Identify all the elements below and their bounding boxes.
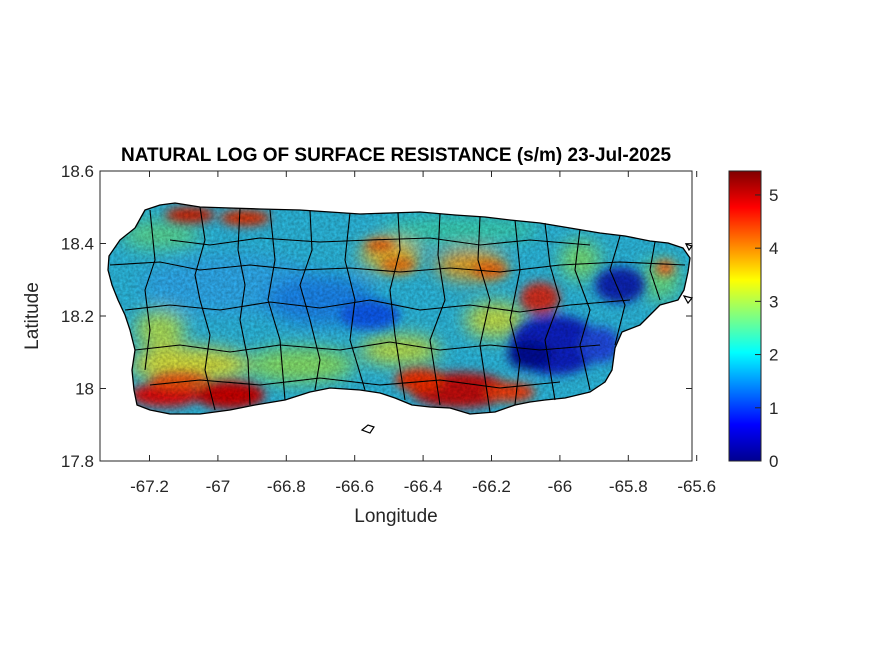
- y-tick-label: 17.8: [61, 452, 94, 471]
- colorbar: [728, 170, 762, 462]
- colorbar-ticks: 0 1 2 3 4 5: [755, 186, 778, 471]
- x-tick-label: -66.8: [267, 477, 306, 496]
- x-tick-label: -67: [206, 477, 231, 496]
- y-tick-label: 18.4: [61, 235, 94, 254]
- x-tick-label: -66.4: [404, 477, 443, 496]
- municipality-boundaries: [109, 206, 686, 413]
- colorbar-tick-label: 2: [769, 346, 778, 365]
- eastern-cays: [682, 242, 694, 305]
- x-tick-label: -67.2: [130, 477, 169, 496]
- x-tick-label: -65.6: [677, 477, 716, 496]
- y-tick-label: 18.6: [61, 162, 94, 181]
- colorbar-tick-label: 3: [769, 292, 778, 311]
- caja-de-muertos-island: [360, 424, 375, 434]
- chart-title: NATURAL LOG OF SURFACE RESISTANCE (s/m) …: [121, 145, 671, 166]
- y-tick-label: 18: [75, 380, 94, 399]
- colorbar-tick-label: 5: [769, 186, 778, 205]
- x-tick-label: -66.2: [472, 477, 511, 496]
- x-tick-label: -65.8: [609, 477, 648, 496]
- x-tick-label: -66: [548, 477, 573, 496]
- y-axis: 18.6 18.4 18.2 18 17.8: [61, 162, 692, 471]
- colorbar-tick-label: 1: [769, 399, 778, 418]
- y-tick-label: 18.2: [61, 307, 94, 326]
- y-axis-label: Latitude: [22, 282, 43, 350]
- colorbar-tick-label: 4: [769, 239, 778, 258]
- colorbar-tick-label: 0: [769, 452, 778, 471]
- x-tick-label: -66.6: [335, 477, 374, 496]
- x-axis-label: Longitude: [354, 506, 437, 527]
- x-axis: -67.2 -67 -66.8 -66.6 -66.4 -66.2 -66 -65.8 -65.…: [130, 171, 716, 496]
